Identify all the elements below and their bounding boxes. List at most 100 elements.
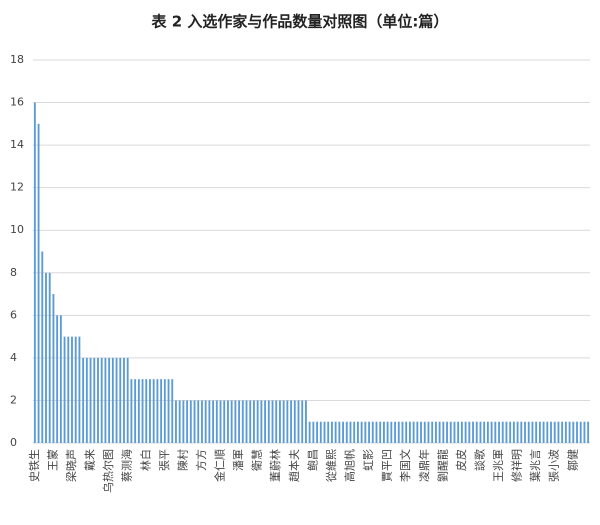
bar — [56, 315, 59, 443]
bar — [483, 421, 486, 443]
bar — [535, 421, 538, 443]
x-tick-label: 賈平凹 — [381, 449, 394, 482]
bar — [316, 421, 318, 443]
bar — [89, 357, 92, 443]
bar — [490, 421, 493, 443]
x-tick-label: 張平 — [158, 449, 171, 471]
bar — [119, 357, 122, 443]
bar — [408, 421, 411, 443]
x-tick-label: 衛慧 — [250, 449, 264, 471]
bar — [312, 421, 315, 443]
bar — [468, 421, 471, 443]
bar — [260, 400, 263, 443]
bar — [319, 421, 322, 443]
bar — [193, 400, 196, 443]
chart-title: 表 2 入选作家与作品数量对照图（单位:篇） — [152, 13, 449, 31]
bar — [256, 400, 259, 443]
bar — [208, 400, 211, 443]
x-tick-label: 高旭帆 — [342, 449, 356, 482]
bar — [334, 421, 337, 443]
bar — [108, 357, 111, 443]
bar — [553, 421, 556, 443]
bar — [137, 379, 140, 443]
bar — [111, 357, 114, 443]
y-tick-label: 2 — [10, 393, 17, 406]
bar — [420, 421, 422, 443]
bar — [234, 400, 237, 443]
bar — [204, 400, 207, 443]
bar — [290, 400, 293, 443]
x-tick-label: 潘軍 — [232, 449, 245, 471]
bar — [48, 272, 51, 443]
bar — [538, 421, 541, 443]
bar — [416, 421, 419, 443]
bar — [85, 357, 88, 443]
bar — [267, 400, 270, 443]
bar — [442, 421, 445, 443]
bar — [486, 421, 489, 443]
bar — [330, 421, 333, 443]
x-tick-label: 董蔚林 — [268, 449, 282, 482]
bar — [245, 400, 248, 443]
bar — [215, 400, 218, 443]
bar — [546, 421, 549, 443]
bar — [297, 400, 300, 443]
x-tick-label: 陳村 — [175, 449, 189, 471]
bar — [52, 294, 55, 443]
bar — [41, 251, 44, 443]
x-tick-label: 趙本夫 — [287, 449, 301, 482]
y-tick-label: 0 — [10, 436, 17, 449]
bar — [175, 400, 177, 443]
bar — [520, 421, 523, 443]
bar — [494, 421, 497, 443]
bar — [249, 400, 252, 443]
x-tick-label: 王兆軍 — [492, 449, 505, 482]
bar — [59, 315, 62, 443]
bar — [368, 421, 370, 443]
x-tick-label: 蔡测海 — [120, 449, 134, 482]
bar — [453, 421, 456, 443]
bar — [275, 400, 278, 443]
x-tick-label: 李国文 — [398, 449, 412, 482]
bar — [438, 421, 441, 443]
bar — [230, 400, 233, 443]
bar — [512, 421, 515, 443]
bar — [542, 421, 545, 443]
y-tick-label: 6 — [10, 308, 17, 321]
bar — [356, 421, 359, 443]
y-tick-label: 16 — [10, 96, 24, 109]
bar — [227, 400, 229, 443]
x-tick-label: 修祥明 — [510, 449, 524, 482]
bar — [82, 357, 85, 443]
bar — [100, 357, 103, 443]
bar — [97, 357, 99, 443]
bar — [583, 421, 586, 443]
bar — [104, 357, 107, 443]
x-tick-label: 劉醒龍 — [435, 449, 449, 482]
bar — [353, 421, 356, 443]
bar — [386, 421, 389, 443]
bar — [238, 400, 241, 443]
bar — [134, 379, 137, 443]
bar — [178, 400, 181, 443]
bar — [212, 400, 215, 443]
bar — [156, 379, 159, 443]
x-tick-label: 林白 — [138, 449, 152, 471]
x-tick-label: 鄒健 — [566, 449, 579, 471]
bar — [564, 421, 567, 443]
bar — [501, 421, 504, 443]
bar — [401, 421, 404, 443]
bar — [152, 379, 155, 443]
bar — [293, 400, 296, 443]
bar — [397, 421, 400, 443]
bar — [349, 421, 352, 443]
bar — [149, 379, 151, 443]
x-tick-label: 史铁生 — [27, 449, 41, 482]
bar — [74, 336, 77, 443]
bar — [182, 400, 185, 443]
bar — [423, 421, 426, 443]
bar — [67, 336, 70, 443]
bar — [572, 421, 575, 443]
